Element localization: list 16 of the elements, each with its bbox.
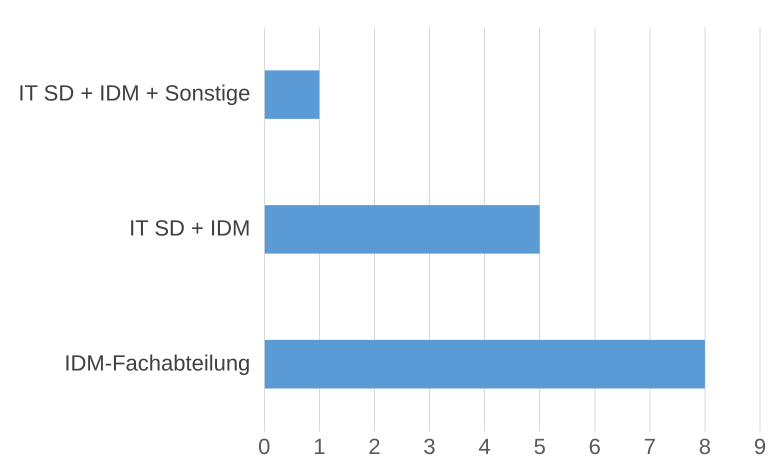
x-tick-label: 6 [588,434,601,459]
x-tick-label: 0 [258,434,270,459]
y-tick-label: IT SD + IDM + Sonstige [18,80,250,106]
bar [264,205,540,254]
x-tick-label: 8 [698,434,712,459]
x-tick-label: 7 [644,434,656,459]
y-tick-label: IDM-Fachabteilung [64,350,250,376]
y-tick-label: IT SD + IDM [129,215,250,240]
x-tick-label: 2 [368,434,381,459]
x-tick-label: 3 [423,434,436,459]
x-tick-label: 4 [478,434,491,459]
bar [264,70,320,119]
x-tick-label: 5 [534,434,546,459]
bar [264,340,705,388]
x-tick-label: 1 [313,434,326,459]
x-tick-label: 9 [754,434,766,459]
